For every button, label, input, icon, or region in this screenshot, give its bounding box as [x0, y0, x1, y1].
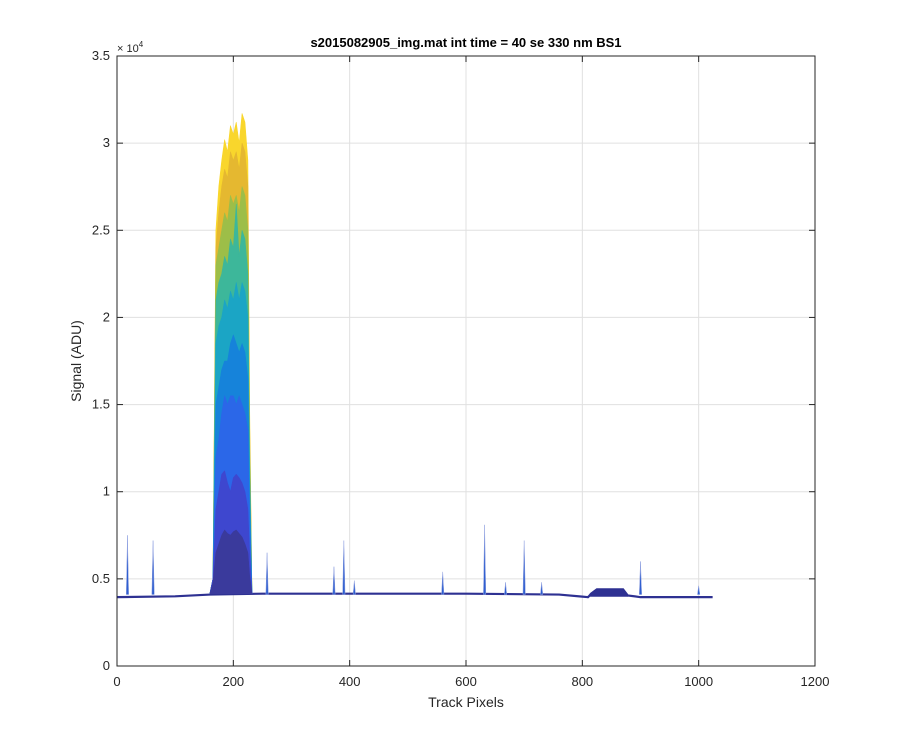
y-axis-exponent-base: × 10 [117, 43, 139, 55]
x-tick-label: 1200 [801, 674, 830, 689]
spike [352, 580, 356, 595]
spike [126, 535, 129, 595]
spike [522, 540, 526, 595]
spike [697, 585, 701, 595]
x-tick-label: 400 [339, 674, 361, 689]
spike [441, 571, 445, 595]
plot-data [116, 113, 713, 599]
axes: 0 200 400 600 800 1000 1200 0 0.5 1 1.5 2 2.5 3 3.5 [92, 48, 830, 689]
x-tick-label: 0 [113, 674, 120, 689]
baseline-bump [587, 588, 629, 599]
spike [483, 524, 487, 595]
y-tick-label: 2.5 [92, 222, 110, 237]
spike [151, 540, 155, 595]
spike [332, 566, 336, 595]
spike [540, 582, 544, 595]
spike [504, 582, 508, 595]
y-tick-label: 1.5 [92, 397, 110, 412]
y-tick-label: 2 [103, 309, 110, 324]
x-tick-label: 200 [222, 674, 244, 689]
y-tick-label: 0.5 [92, 571, 110, 586]
y-tick-label: 0 [103, 658, 110, 673]
x-tick-label: 600 [455, 674, 477, 689]
spike [342, 540, 346, 595]
x-tick-label: 800 [571, 674, 593, 689]
peak-layer [209, 529, 253, 594]
spike [639, 561, 642, 595]
spike [265, 552, 269, 595]
x-tick-label: 1000 [684, 674, 713, 689]
y-tick-label: 3.5 [92, 48, 110, 63]
x-axis-label: Track Pixels [428, 694, 504, 710]
y-tick-label: 3 [103, 135, 110, 150]
y-tick-label: 1 [103, 484, 110, 499]
chart-title: s2015082905_img.mat int time = 40 se 330… [310, 35, 621, 50]
y-axis-label: Signal (ADU) [68, 320, 84, 402]
y-axis-exponent-power: 4 [139, 40, 144, 49]
y-axis-exponent: × 104 [117, 40, 144, 55]
